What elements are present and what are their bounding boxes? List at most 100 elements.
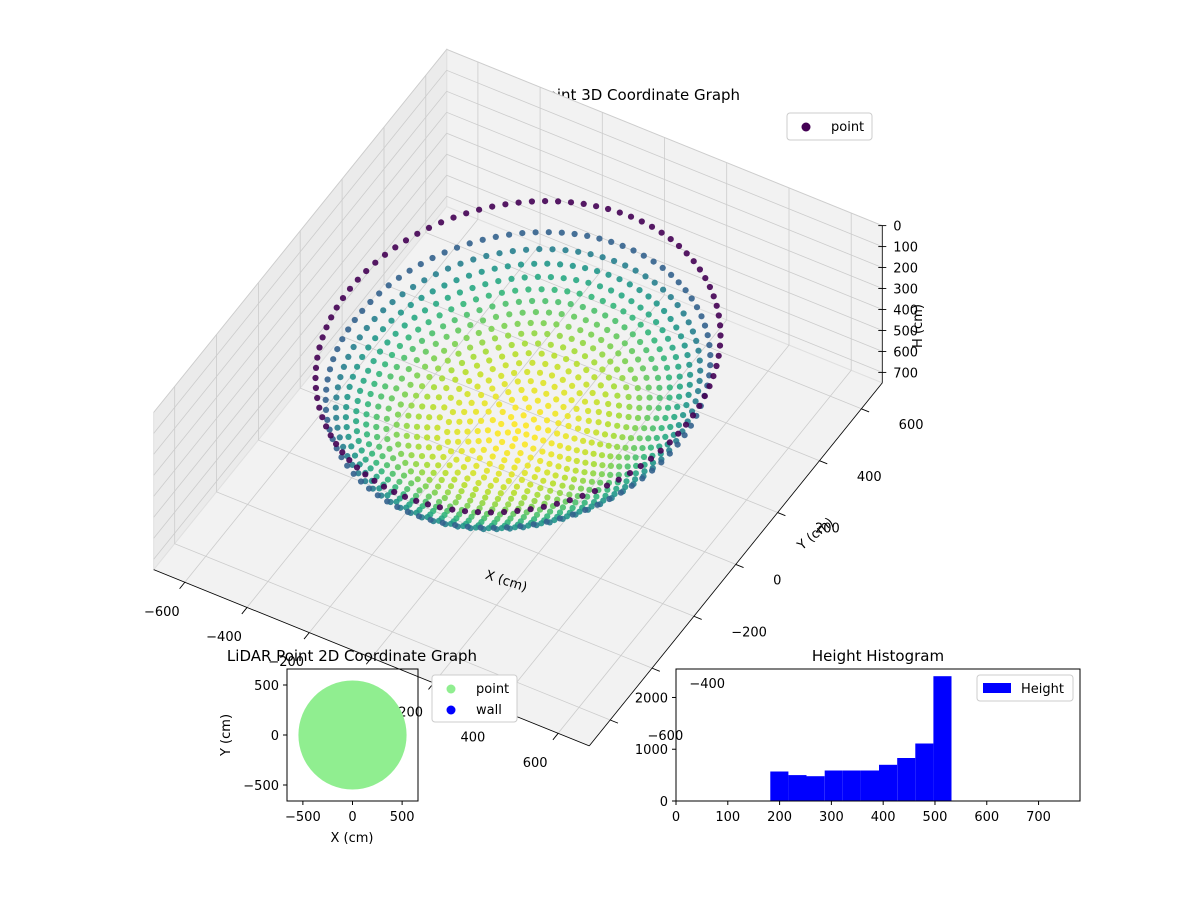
chart-hist: Height Histogram 0 100 200 300 400 500 600 7000…	[635, 647, 1081, 825]
bowl-point	[674, 302, 681, 309]
bowl-point	[372, 335, 379, 342]
bowl-point	[676, 373, 683, 380]
bowl-point	[620, 308, 627, 315]
x-tick-label: −500	[285, 810, 321, 825]
bowl-point	[675, 279, 682, 286]
bowl-point	[675, 422, 683, 429]
bowl-point	[593, 429, 600, 436]
bowl-point	[525, 286, 532, 293]
bowl-point	[344, 393, 351, 401]
bowl-point	[585, 279, 592, 286]
bowl-point	[388, 395, 395, 402]
bowl-point	[492, 477, 500, 484]
bowl-point	[547, 487, 554, 494]
bowl-point	[483, 467, 490, 474]
bowl-point	[319, 334, 326, 341]
bowl-point	[415, 326, 422, 333]
bowl-point	[701, 393, 708, 400]
bowl-point	[434, 424, 441, 431]
bowl-point	[622, 358, 629, 365]
bowl-point	[373, 459, 380, 466]
bowl-point	[414, 476, 421, 483]
bowl-point	[390, 455, 397, 462]
grid-z-line	[153, 132, 883, 497]
bowl-point	[521, 494, 528, 501]
bowl-point	[643, 374, 650, 381]
bowl-point	[599, 462, 606, 469]
bowl-point	[569, 511, 576, 518]
bowl-point	[683, 402, 690, 409]
bowl-point	[439, 519, 446, 526]
bowl-point	[613, 366, 621, 373]
bowl-point	[565, 422, 572, 430]
bowl-point	[354, 397, 361, 405]
bowl-point	[422, 363, 429, 370]
bowl-point	[681, 342, 688, 349]
bowl-point	[450, 214, 457, 221]
grid-y-line	[425, 75, 862, 410]
bowl-point	[407, 301, 414, 309]
bowl-point	[518, 500, 525, 507]
bowl-point	[496, 401, 503, 408]
bowl-point	[626, 281, 633, 288]
x-tick-label: 0	[348, 810, 356, 825]
bowl-point	[644, 414, 651, 422]
bowl-point	[463, 210, 470, 217]
bowl-point	[640, 453, 648, 461]
bowl-point	[636, 287, 643, 294]
y-tick-label: −400	[689, 677, 725, 692]
bowl-point	[615, 412, 623, 419]
bowl-point	[599, 366, 606, 373]
bowl-point	[466, 240, 473, 247]
grid-y-line	[216, 334, 653, 669]
bowl-point	[444, 265, 452, 272]
bowl-point	[516, 360, 523, 367]
bowl-point	[441, 494, 448, 502]
bowl-point	[379, 326, 387, 333]
bowl-point	[456, 385, 463, 392]
bowl-point	[531, 330, 538, 337]
bowl-point	[396, 342, 403, 350]
x-tick-label: −400	[206, 630, 242, 645]
bowl-point	[566, 491, 573, 498]
bowl-point	[444, 428, 451, 436]
bowl-point	[522, 422, 530, 429]
bowl-point	[429, 453, 436, 460]
bowl-point	[583, 366, 590, 374]
bowl-point	[312, 384, 319, 392]
bowl-point	[544, 330, 551, 338]
bowl-point	[535, 340, 542, 347]
bowl-point	[476, 206, 483, 213]
chart-hist-frame	[675, 668, 1081, 802]
bowl-point	[455, 327, 462, 334]
bowl-point	[647, 455, 655, 462]
bowl-point	[509, 443, 516, 450]
bowl-point	[653, 434, 660, 442]
bowl-point	[402, 237, 410, 244]
bowl-point	[551, 383, 558, 390]
bowl-point	[512, 287, 519, 294]
bowl-point	[444, 489, 451, 496]
bowl-point	[552, 472, 559, 479]
bowl-point	[623, 478, 630, 485]
bowl-point	[487, 509, 494, 516]
bowl-point	[357, 478, 365, 485]
bowl-point	[470, 353, 477, 360]
bowl-point	[610, 302, 617, 309]
x-tick-mark	[303, 632, 310, 640]
bowl-point	[385, 282, 392, 289]
bowl-point	[473, 462, 480, 469]
bowl-point	[383, 415, 390, 422]
bowl-point	[455, 350, 462, 357]
bowl-point	[580, 437, 587, 444]
bowl-point	[469, 447, 476, 454]
bowl-point	[606, 410, 613, 418]
bowl-point	[467, 418, 474, 425]
bowl-point	[453, 456, 460, 463]
bowl-point	[656, 394, 663, 401]
y-tick-label: 0	[660, 795, 668, 810]
bowl-point	[563, 356, 570, 363]
bowl-point	[520, 412, 527, 419]
bowl-point	[424, 434, 431, 441]
bowl-point	[584, 493, 591, 500]
